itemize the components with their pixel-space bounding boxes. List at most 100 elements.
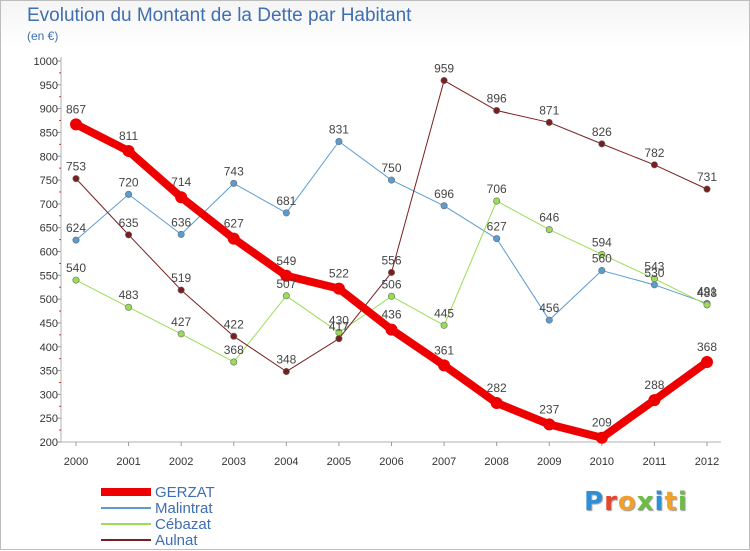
x-tick-label: 2004 <box>274 456 298 468</box>
proxiti-logo: Proxiti <box>584 487 688 517</box>
data-label-aulnat: 556 <box>381 253 401 267</box>
data-point-gerzat <box>332 282 345 295</box>
data-point-gerzat <box>175 191 188 204</box>
data-label-malintrat: 456 <box>539 301 559 315</box>
data-point-cebazat <box>545 226 553 234</box>
x-tick-label: 2012 <box>695 456 719 468</box>
x-tick-label: 2010 <box>590 456 614 468</box>
data-label-cebazat: 706 <box>487 182 507 196</box>
legend-label-aulnat: Aulnat <box>155 531 198 549</box>
chart-subtitle: (en €) <box>27 29 59 43</box>
data-label-aulnat: 896 <box>487 92 507 106</box>
data-point-malintrat <box>230 179 238 187</box>
data-label-malintrat: 720 <box>119 175 139 189</box>
data-label-gerzat: 522 <box>329 267 349 281</box>
logo-letter: x <box>636 487 655 517</box>
data-point-gerzat <box>70 118 82 131</box>
data-point-malintrat <box>545 316 553 324</box>
y-tick-label: 550 <box>40 270 58 282</box>
data-label-gerzat: 368 <box>697 340 717 354</box>
data-label-gerzat: 436 <box>381 308 401 322</box>
data-label-malintrat: 491 <box>697 284 717 298</box>
y-tick-label: 650 <box>40 223 58 235</box>
data-point-malintrat <box>598 267 606 275</box>
data-point-aulnat <box>545 118 553 126</box>
data-label-aulnat: 635 <box>119 216 139 230</box>
y-tick-label: 900 <box>40 104 58 116</box>
logo-letter: r <box>604 487 618 517</box>
data-point-cebazat <box>230 358 238 366</box>
data-point-malintrat <box>440 202 448 210</box>
x-tick-label: 2003 <box>222 456 246 468</box>
y-tick-label: 450 <box>40 318 58 330</box>
y-tick-label: 200 <box>40 437 58 449</box>
data-label-cebazat: 430 <box>329 313 349 327</box>
y-tick-label: 1000 <box>34 56 58 68</box>
data-point-malintrat <box>650 281 658 289</box>
y-tick-label: 500 <box>40 294 58 306</box>
y-tick-label: 250 <box>40 413 58 425</box>
data-point-malintrat <box>335 137 343 145</box>
x-tick-label: 2005 <box>327 456 351 468</box>
data-label-malintrat: 750 <box>381 161 401 175</box>
data-label-aulnat: 348 <box>276 353 296 367</box>
data-labels: 624 720 636 743 681 831 750 696 627 456 560 530 491 5… <box>66 62 717 430</box>
legend-label-malintrat: Malintrat <box>155 499 213 517</box>
legend-item-cebazat: Cébazat <box>101 516 215 532</box>
data-label-malintrat: 636 <box>171 215 191 229</box>
data-point-aulnat <box>335 335 343 343</box>
data-point-gerzat <box>490 396 503 409</box>
data-label-cebazat: 594 <box>592 235 612 249</box>
data-label-malintrat: 560 <box>592 252 612 266</box>
y-tick-label: 350 <box>40 366 58 378</box>
data-point-malintrat <box>72 236 80 244</box>
data-label-aulnat: 753 <box>66 160 86 174</box>
data-point-gerzat <box>227 232 240 245</box>
data-label-cebazat: 543 <box>644 260 664 274</box>
x-tick-label: 2002 <box>169 456 193 468</box>
data-label-gerzat: 288 <box>644 378 664 392</box>
data-label-aulnat: 417 <box>329 320 349 334</box>
data-point-aulnat <box>125 231 133 239</box>
data-point-malintrat <box>282 209 290 217</box>
data-point-aulnat <box>650 161 658 169</box>
data-point-malintrat <box>493 235 501 243</box>
data-point-aulnat <box>703 185 711 193</box>
data-point-aulnat <box>282 368 290 376</box>
data-point-malintrat <box>387 176 395 184</box>
legend-label-gerzat: GERZAT <box>155 483 215 501</box>
data-label-cebazat: 483 <box>119 288 139 302</box>
legend-swatch-malintrat <box>101 507 151 509</box>
data-label-gerzat: 811 <box>119 129 138 143</box>
data-point-gerzat <box>543 418 556 431</box>
data-label-cebazat: 368 <box>224 343 244 357</box>
data-label-gerzat: 282 <box>487 381 507 395</box>
data-label-gerzat: 237 <box>539 402 559 416</box>
data-point-cebazat <box>125 303 133 311</box>
data-point-cebazat <box>282 292 290 300</box>
data-label-malintrat: 627 <box>487 220 507 234</box>
data-label-cebazat: 507 <box>276 277 296 291</box>
data-label-malintrat: 530 <box>644 266 664 280</box>
data-label-aulnat: 731 <box>697 170 717 184</box>
data-label-gerzat: 627 <box>224 217 244 231</box>
data-label-aulnat: 826 <box>592 125 612 139</box>
data-label-aulnat: 871 <box>539 103 559 117</box>
chart-title: Evolution du Montant de la Dette par Hab… <box>27 5 412 26</box>
data-point-aulnat <box>177 286 185 294</box>
legend-swatch-cebazat <box>101 523 151 525</box>
data-point-gerzat <box>701 355 713 368</box>
x-tick-label: 2001 <box>116 456 140 468</box>
legend-swatch-aulnat <box>101 539 151 541</box>
data-label-aulnat: 782 <box>644 146 664 160</box>
data-label-malintrat: 681 <box>276 194 296 208</box>
x-tick-label: 2009 <box>537 456 561 468</box>
data-point-cebazat <box>387 292 395 300</box>
data-label-aulnat: 422 <box>224 317 244 331</box>
data-label-aulnat: 959 <box>434 62 454 76</box>
data-point-gerzat <box>595 431 608 444</box>
data-point-aulnat <box>72 175 80 183</box>
logo-letter: i <box>677 487 688 517</box>
data-point-cebazat <box>703 301 711 309</box>
x-tick-label: 2000 <box>64 456 88 468</box>
